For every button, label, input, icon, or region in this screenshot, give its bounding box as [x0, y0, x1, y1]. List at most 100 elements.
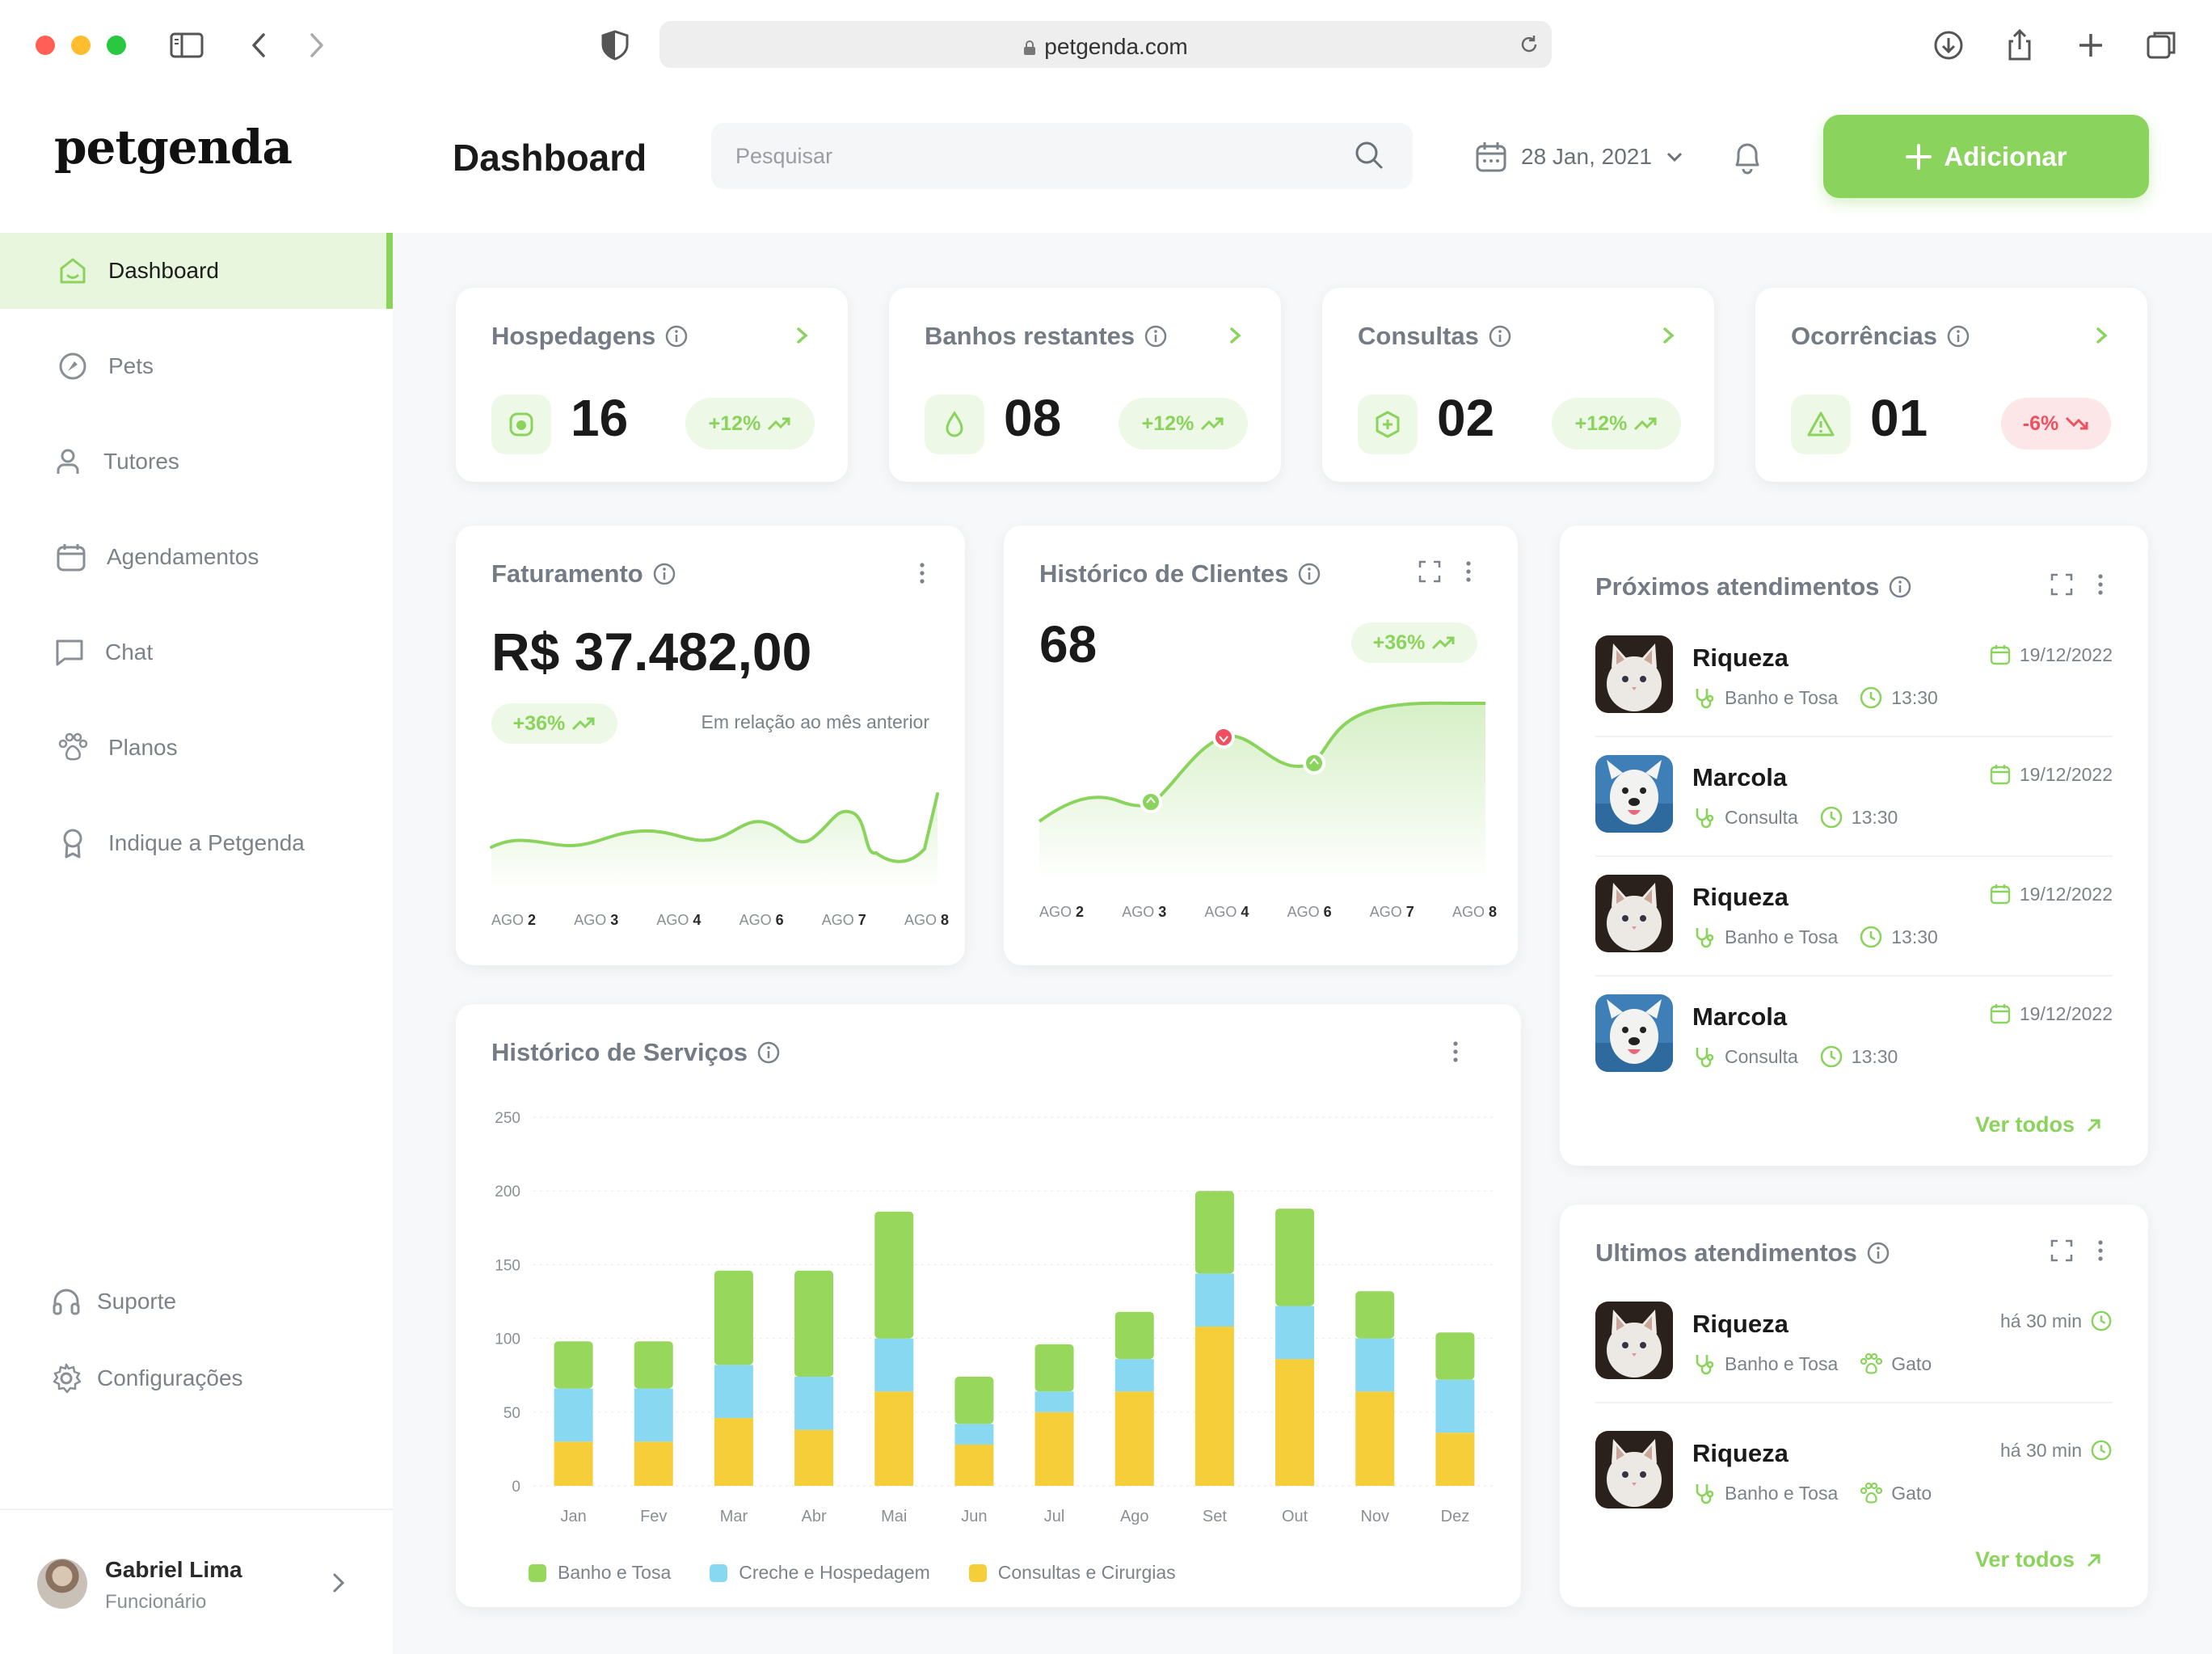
- more-options-icon[interactable]: [918, 561, 926, 585]
- bar-segment[interactable]: [634, 1441, 673, 1486]
- bar-segment[interactable]: [794, 1270, 834, 1378]
- download-icon[interactable]: [1930, 27, 1967, 64]
- info-icon[interactable]: [665, 325, 688, 348]
- info-icon[interactable]: [1298, 563, 1321, 585]
- sidebar-item-planos[interactable]: Planos: [0, 710, 393, 786]
- bar-segment[interactable]: [1355, 1391, 1395, 1486]
- chevron-right-icon[interactable]: [1225, 323, 1246, 348]
- bar-segment[interactable]: [1194, 1327, 1234, 1486]
- share-icon[interactable]: [2001, 27, 2038, 64]
- legend-item[interactable]: Banho e Tosa: [529, 1562, 671, 1584]
- search-icon[interactable]: [1353, 139, 1385, 171]
- bar-segment[interactable]: [1194, 1191, 1234, 1274]
- address-bar[interactable]: petgenda.com: [659, 21, 1552, 68]
- bar-segment[interactable]: [874, 1211, 914, 1339]
- chevron-right-icon[interactable]: [327, 1567, 351, 1599]
- bar-segment[interactable]: [1435, 1432, 1475, 1486]
- expand-icon[interactable]: [2050, 572, 2074, 597]
- chart-point[interactable]: [1212, 726, 1235, 749]
- close-window-button[interactable]: [36, 36, 55, 55]
- sidebar-item-chat[interactable]: Chat: [0, 614, 393, 690]
- bar-segment[interactable]: [954, 1444, 994, 1486]
- bar-segment[interactable]: [634, 1388, 673, 1442]
- sidebar-item-agendamentos[interactable]: Agendamentos: [0, 519, 393, 595]
- appointment-item[interactable]: Marcola Consulta 13:30 19/12/2022: [1595, 755, 2113, 875]
- zoom-window-button[interactable]: [107, 36, 126, 55]
- bar-segment[interactable]: [794, 1429, 834, 1486]
- bar-segment[interactable]: [1114, 1311, 1154, 1360]
- sidebar-item-dashboard[interactable]: Dashboard: [0, 233, 393, 309]
- expand-icon[interactable]: [1418, 559, 1442, 584]
- more-options-icon[interactable]: [1451, 1040, 1460, 1064]
- more-options-icon[interactable]: [2096, 1238, 2105, 1263]
- bar-segment[interactable]: [1114, 1359, 1154, 1392]
- ver-todos-link[interactable]: Ver todos: [1975, 1547, 2104, 1572]
- expand-icon[interactable]: [2050, 1238, 2074, 1263]
- appointment-item[interactable]: Riqueza Banho e Tosa 13:30 19/12/2022: [1595, 635, 2113, 755]
- date-picker[interactable]: 28 Jan, 2021: [1474, 137, 1684, 176]
- info-icon[interactable]: [1889, 576, 1911, 598]
- chart-point[interactable]: [1303, 752, 1325, 774]
- bell-icon[interactable]: [1730, 137, 1765, 176]
- sidebar-item-tutores[interactable]: Tutores: [0, 424, 393, 500]
- tabs-overview-icon[interactable]: [2143, 27, 2180, 64]
- bar-segment[interactable]: [874, 1391, 914, 1486]
- chevron-right-icon[interactable]: [1658, 323, 1679, 348]
- add-button[interactable]: Adicionar: [1823, 115, 2149, 198]
- stat-card-ocorrencias[interactable]: Ocorrências 01 -6%: [1755, 288, 2147, 482]
- stat-card-consultas[interactable]: Consultas 02 +12%: [1322, 288, 1714, 482]
- more-options-icon[interactable]: [2096, 572, 2105, 597]
- bar-segment[interactable]: [1275, 1209, 1315, 1306]
- bar-segment[interactable]: [1275, 1306, 1315, 1360]
- search-input[interactable]: [735, 123, 1334, 189]
- bar-segment[interactable]: [1435, 1332, 1475, 1380]
- more-options-icon[interactable]: [1464, 559, 1473, 584]
- info-icon[interactable]: [1489, 325, 1511, 348]
- stat-card-hospedagens[interactable]: Hospedagens 16 +12%: [456, 288, 848, 482]
- new-tab-icon[interactable]: [2072, 27, 2109, 64]
- chart-point[interactable]: [1140, 791, 1162, 813]
- appointment-item[interactable]: Marcola Consulta 13:30 19/12/2022: [1595, 994, 2113, 1114]
- legend-item[interactable]: Creche e Hospedagem: [710, 1562, 930, 1584]
- info-icon[interactable]: [653, 563, 676, 585]
- info-icon[interactable]: [1867, 1242, 1890, 1264]
- bar-segment[interactable]: [1355, 1338, 1395, 1392]
- info-icon[interactable]: [1144, 325, 1167, 348]
- bar-segment[interactable]: [954, 1424, 994, 1445]
- info-icon[interactable]: [1947, 325, 1970, 348]
- bar-segment[interactable]: [794, 1377, 834, 1430]
- minimize-window-button[interactable]: [71, 36, 91, 55]
- legend-item[interactable]: Consultas e Cirurgias: [968, 1562, 1176, 1584]
- recent-appointment-item[interactable]: Riqueza Banho e Tosa Gato há 30 min: [1595, 1431, 2113, 1551]
- stat-card-banhos[interactable]: Banhos restantes 08 +12%: [889, 288, 1281, 482]
- bar-segment[interactable]: [1194, 1273, 1234, 1327]
- sidebar-item-suporte[interactable]: Suporte: [0, 1277, 176, 1326]
- bar-segment[interactable]: [554, 1341, 593, 1389]
- bar-segment[interactable]: [1435, 1379, 1475, 1433]
- bar-segment[interactable]: [1114, 1391, 1154, 1486]
- bar-segment[interactable]: [1034, 1344, 1074, 1392]
- appointment-item[interactable]: Riqueza Banho e Tosa 13:30 19/12/2022: [1595, 875, 2113, 994]
- bar-segment[interactable]: [554, 1388, 593, 1442]
- chevron-right-icon[interactable]: [792, 323, 813, 348]
- bar-segment[interactable]: [1355, 1291, 1395, 1339]
- sidebar-item-indique[interactable]: Indique a Petgenda: [0, 805, 393, 881]
- sidebar-item-pets[interactable]: Pets: [0, 328, 393, 404]
- bar-segment[interactable]: [634, 1341, 673, 1389]
- bar-segment[interactable]: [1034, 1391, 1074, 1412]
- chevron-right-icon[interactable]: [2092, 323, 2113, 348]
- sidebar-toggle-icon[interactable]: [168, 27, 205, 64]
- back-icon[interactable]: [241, 27, 278, 64]
- bar-segment[interactable]: [874, 1338, 914, 1392]
- bar-segment[interactable]: [714, 1418, 753, 1486]
- bar-segment[interactable]: [954, 1377, 994, 1424]
- bar-segment[interactable]: [554, 1441, 593, 1486]
- bar-segment[interactable]: [714, 1365, 753, 1419]
- recent-appointment-item[interactable]: Riqueza Banho e Tosa Gato há 30 min: [1595, 1302, 2113, 1421]
- forward-icon[interactable]: [297, 27, 335, 64]
- bar-segment[interactable]: [1034, 1411, 1074, 1486]
- bar-segment[interactable]: [714, 1270, 753, 1365]
- app-logo[interactable]: petgenda: [54, 120, 293, 175]
- reload-icon[interactable]: [1518, 33, 1540, 56]
- sidebar-item-configuracoes[interactable]: Configurações: [0, 1354, 243, 1403]
